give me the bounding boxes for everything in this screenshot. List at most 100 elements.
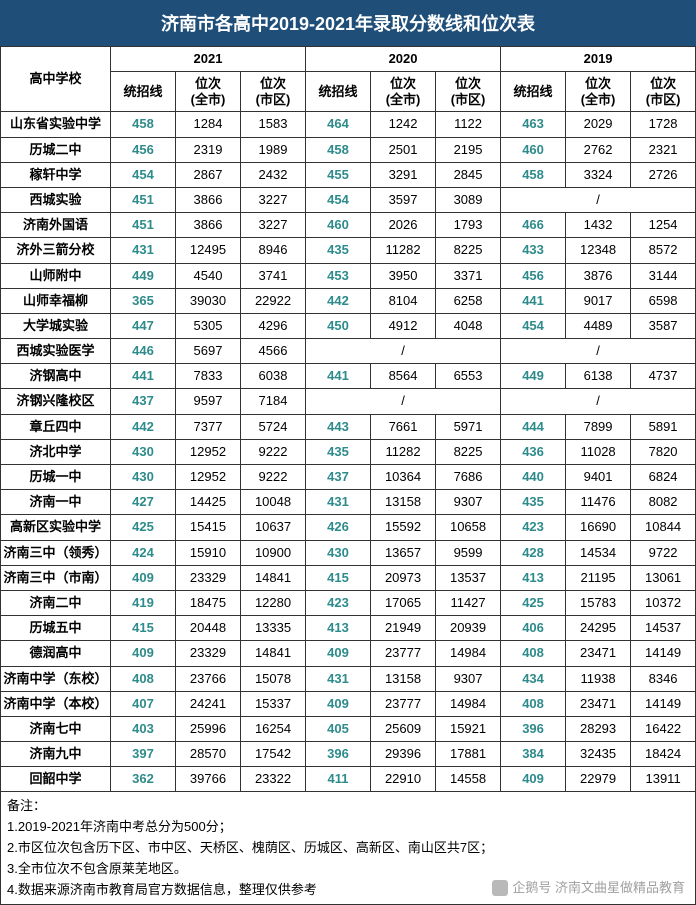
- cell-rank: 3227: [241, 213, 306, 238]
- cell-rank: 3866: [176, 187, 241, 212]
- page-title: 济南市各高中2019-2021年录取分数线和位次表: [0, 0, 696, 46]
- cell-rank: 1728: [631, 112, 696, 137]
- col-sub: 位次 (市区): [436, 72, 501, 112]
- cell-score: 430: [306, 540, 371, 565]
- cell-rank: 32435: [566, 742, 631, 767]
- cell-rank: 20448: [176, 616, 241, 641]
- cell-rank: 12280: [241, 590, 306, 615]
- cell-score: 409: [111, 565, 176, 590]
- cell-rank: 4296: [241, 313, 306, 338]
- cell-rank: 14984: [436, 641, 501, 666]
- cell-rank: 10658: [436, 515, 501, 540]
- col-sub: 位次 (全市): [176, 72, 241, 112]
- cell-rank: 7686: [436, 465, 501, 490]
- col-school: 高中学校: [1, 47, 111, 112]
- cell-rank: 25996: [176, 716, 241, 741]
- cell-score: 423: [501, 515, 566, 540]
- cell-score: 442: [111, 414, 176, 439]
- cell-school: 济南七中: [1, 716, 111, 741]
- cell-rank: 7661: [371, 414, 436, 439]
- cell-rank: 1793: [436, 213, 501, 238]
- cell-rank: 16254: [241, 716, 306, 741]
- cell-rank: 3950: [371, 263, 436, 288]
- cell-rank: 7377: [176, 414, 241, 439]
- cell-score: 405: [306, 716, 371, 741]
- cell-rank: 8946: [241, 238, 306, 263]
- cell-rank: 8564: [371, 364, 436, 389]
- cell-rank: 16690: [566, 515, 631, 540]
- cell-rank: 16422: [631, 716, 696, 741]
- cell-school: 山师幸福柳: [1, 288, 111, 313]
- cell-rank: 24241: [176, 691, 241, 716]
- col-sub: 位次 (全市): [566, 72, 631, 112]
- cell-school: 济南中学（东校）: [1, 666, 111, 691]
- cell-score: 362: [111, 767, 176, 792]
- table-row: 济南七中403259961625440525609159213962829316…: [1, 716, 696, 741]
- cell-rank: 4737: [631, 364, 696, 389]
- cell-rank: 14149: [631, 691, 696, 716]
- cell-score: 460: [306, 213, 371, 238]
- table-row: 济南中学（本校）40724241153374092377714984408234…: [1, 691, 696, 716]
- table-row: 历城一中43012952922243710364768644094016824: [1, 465, 696, 490]
- notes-section: 备注： 1.2019-2021年济南中考总分为500分； 2.市区位次包含历下区…: [0, 792, 696, 905]
- cell-school: 德润高中: [1, 641, 111, 666]
- cell-score: 427: [111, 490, 176, 515]
- cell-score: 409: [306, 691, 371, 716]
- col-sub: 位次 (全市): [371, 72, 436, 112]
- cell-empty: /: [501, 187, 696, 212]
- cell-school: 济南三中（市南）: [1, 565, 111, 590]
- cell-rank: 13158: [371, 666, 436, 691]
- cell-rank: 10364: [371, 465, 436, 490]
- cell-rank: 8225: [436, 439, 501, 464]
- cell-empty: /: [306, 389, 501, 414]
- cell-score: 431: [306, 666, 371, 691]
- cell-score: 435: [306, 439, 371, 464]
- cell-score: 413: [306, 616, 371, 641]
- cell-rank: 3371: [436, 263, 501, 288]
- cell-rank: 21195: [566, 565, 631, 590]
- cell-rank: 15337: [241, 691, 306, 716]
- cell-rank: 9222: [241, 465, 306, 490]
- cell-rank: 23777: [371, 691, 436, 716]
- cell-score: 454: [306, 187, 371, 212]
- cell-score: 454: [501, 313, 566, 338]
- cell-school: 西城实验: [1, 187, 111, 212]
- cell-rank: 23329: [176, 641, 241, 666]
- cell-rank: 7820: [631, 439, 696, 464]
- cell-rank: 17065: [371, 590, 436, 615]
- cell-rank: 23471: [566, 641, 631, 666]
- cell-score: 455: [306, 162, 371, 187]
- cell-score: 456: [501, 263, 566, 288]
- cell-score: 441: [111, 364, 176, 389]
- cell-rank: 14841: [241, 565, 306, 590]
- cell-rank: 23766: [176, 666, 241, 691]
- cell-rank: 5971: [436, 414, 501, 439]
- col-sub: 位次 (市区): [631, 72, 696, 112]
- cell-rank: 15783: [566, 590, 631, 615]
- cell-rank: 11427: [436, 590, 501, 615]
- cell-score: 403: [111, 716, 176, 741]
- table-row: 历城五中415204481333541321949209394062429514…: [1, 616, 696, 641]
- table-row: 济南一中427144251004843113158930743511476808…: [1, 490, 696, 515]
- cell-rank: 3597: [371, 187, 436, 212]
- cell-rank: 9722: [631, 540, 696, 565]
- table-row: 西城实验医学44656974566//: [1, 339, 696, 364]
- cell-rank: 1583: [241, 112, 306, 137]
- cell-rank: 14558: [436, 767, 501, 792]
- cell-rank: 2762: [566, 137, 631, 162]
- cell-rank: 11282: [371, 439, 436, 464]
- cell-score: 464: [306, 112, 371, 137]
- table-row: 回韶中学362397662332241122910145584092297913…: [1, 767, 696, 792]
- col-sub: 统招线: [306, 72, 371, 112]
- cell-rank: 15592: [371, 515, 436, 540]
- cell-rank: 14534: [566, 540, 631, 565]
- cell-score: 453: [306, 263, 371, 288]
- cell-school: 济北中学: [1, 439, 111, 464]
- cell-score: 437: [111, 389, 176, 414]
- cell-rank: 22922: [241, 288, 306, 313]
- cell-rank: 18424: [631, 742, 696, 767]
- cell-rank: 3227: [241, 187, 306, 212]
- cell-rank: 2195: [436, 137, 501, 162]
- cell-school: 济南二中: [1, 590, 111, 615]
- cell-rank: 13335: [241, 616, 306, 641]
